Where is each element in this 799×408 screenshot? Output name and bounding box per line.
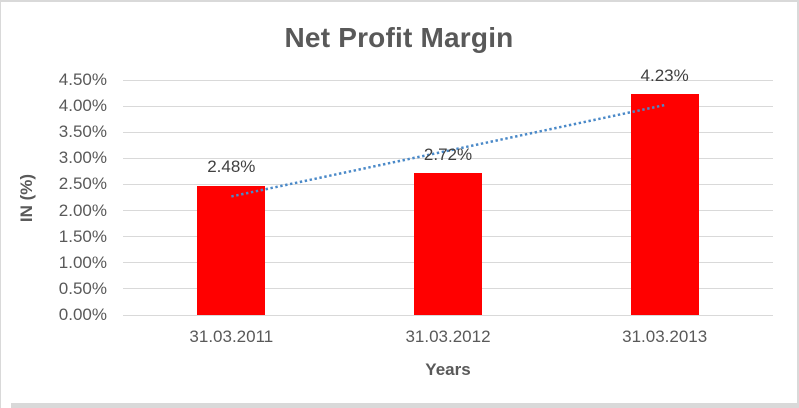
y-axis-tick-label: 4.00%: [58, 96, 107, 116]
trendline-path: [231, 103, 665, 198]
x-axis-title: Years: [425, 360, 471, 379]
y-axis-tick-label: 3.50%: [58, 122, 107, 142]
y-axis-tick-label: 1.50%: [58, 226, 107, 246]
data-label: 2.72%: [423, 144, 473, 164]
y-axis-tick-label: 4.50%: [58, 70, 107, 89]
y-axis-title: IN (%): [17, 173, 36, 223]
bar: [414, 172, 482, 315]
gridline: [123, 79, 773, 81]
bottom-strip: [11, 403, 797, 408]
data-label: 4.23%: [640, 66, 689, 86]
x-axis-tick-label: 31.03.2011: [189, 327, 274, 346]
bar: [197, 185, 266, 315]
y-axis-tick-label: 0.50%: [58, 278, 107, 298]
chart-title: Net Profit Margin: [284, 22, 514, 53]
y-axis-tick-label: 2.50%: [58, 174, 107, 194]
y-axis-tick-label: 3.00%: [58, 148, 107, 168]
y-axis-tick-label: 0.00%: [58, 305, 107, 324]
y-axis-tick-label: 1.00%: [58, 252, 107, 272]
data-label: 2.48%: [207, 157, 256, 177]
gridline: [123, 131, 773, 133]
gridline: [123, 157, 773, 159]
gridline: [123, 314, 773, 316]
gridline: [123, 105, 773, 107]
plot-area: 2.48% 2.72% 4.23%: [123, 66, 773, 316]
x-axis-tick-label: 31.03.2013: [622, 327, 708, 346]
bar: [630, 94, 699, 315]
trendline: [231, 103, 665, 198]
y-axis-tick-label: 2.00%: [58, 200, 107, 220]
x-axis-tick-label: 31.03.2012: [405, 327, 491, 346]
